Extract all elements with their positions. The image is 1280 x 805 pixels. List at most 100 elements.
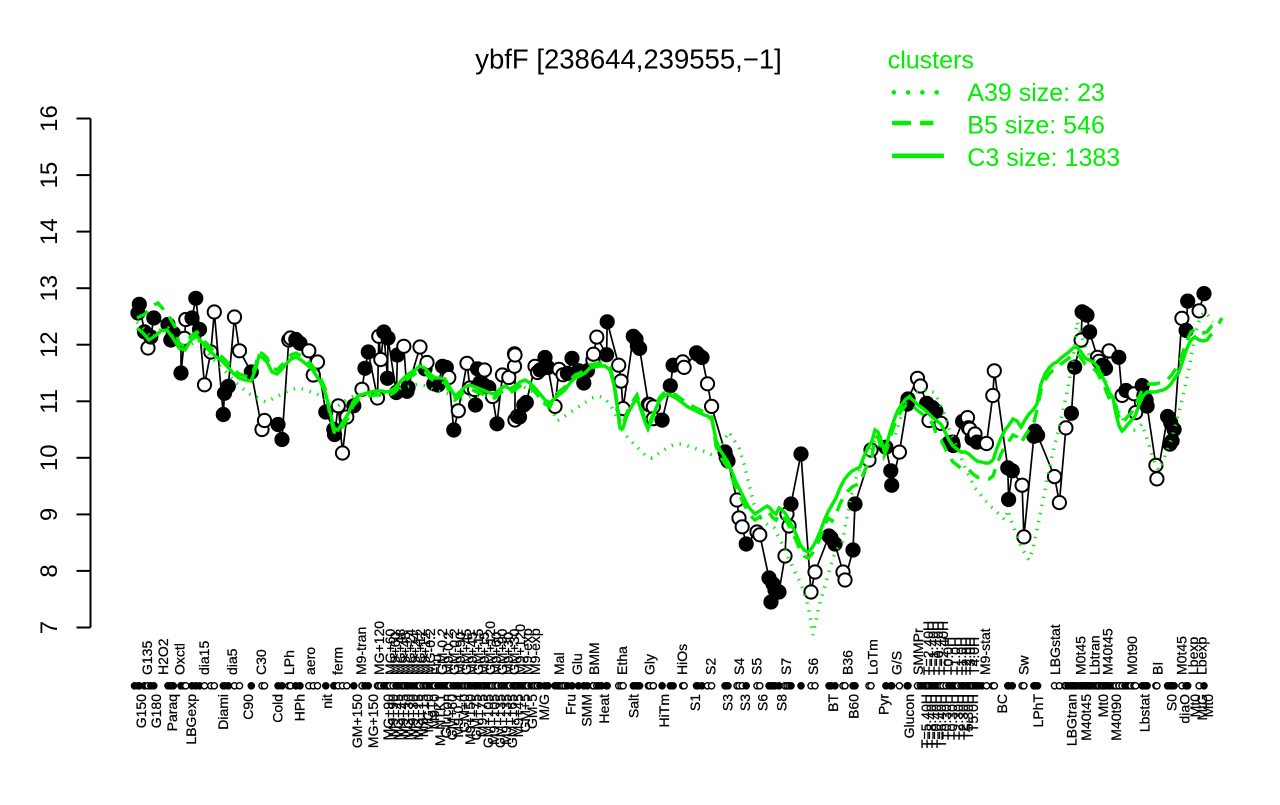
svg-text:S3: S3	[737, 694, 753, 711]
svg-text:Mal: Mal	[551, 652, 567, 675]
svg-text:B36: B36	[840, 650, 856, 675]
svg-text:Lbexp: Lbexp	[1185, 637, 1201, 675]
svg-text:Mt0: Mt0	[1200, 694, 1216, 718]
svg-text:Salt: Salt	[626, 694, 642, 718]
svg-text:Mt0: Mt0	[1095, 694, 1111, 718]
svg-text:14: 14	[36, 218, 63, 245]
svg-text:LBGexp: LBGexp	[183, 694, 199, 745]
svg-text:M9+12: M9+12	[417, 632, 433, 675]
svg-text:Lbexp: Lbexp	[1194, 637, 1210, 675]
svg-text:M9-tran: M9-tran	[353, 627, 369, 675]
svg-text:M9+45: M9+45	[395, 694, 411, 737]
svg-text:M9-stat: M9-stat	[977, 628, 993, 675]
svg-text:M9+120: M9+120	[512, 624, 528, 675]
svg-text:BC: BC	[994, 694, 1010, 713]
svg-text:C30: C30	[253, 649, 269, 675]
svg-text:Lbstat: Lbstat	[1137, 694, 1153, 732]
svg-text:MG+150: MG+150	[365, 694, 381, 748]
svg-text:Pyr: Pyr	[876, 694, 892, 715]
svg-text:12: 12	[36, 331, 63, 358]
svg-text:MG+15: MG+15	[410, 694, 426, 741]
svg-text:GM+45: GM+45	[458, 628, 474, 675]
svg-text:M9+45: M9+45	[510, 694, 526, 737]
svg-text:Mt0: Mt0	[1187, 694, 1203, 718]
svg-text:Lbtran: Lbtran	[1087, 635, 1103, 675]
svg-text:MG+24: MG+24	[402, 628, 418, 675]
svg-text:M9+60: M9+60	[488, 632, 504, 675]
svg-text:GM+150: GM+150	[349, 694, 365, 748]
svg-text:16: 16	[36, 105, 63, 132]
svg-text:M9+135: M9+135	[498, 694, 514, 745]
svg-text:T4.0H: T4.0H	[966, 637, 982, 675]
svg-text:LPhT: LPhT	[1030, 694, 1046, 728]
svg-text:7: 7	[36, 621, 63, 634]
svg-text:diaO: diaO	[1177, 694, 1193, 724]
svg-text:M/G: M/G	[536, 694, 552, 720]
svg-text:M9+90: M9+90	[452, 632, 468, 675]
svg-text:S2: S2	[703, 658, 719, 675]
svg-text:M9+75: M9+75	[474, 694, 490, 737]
svg-text:HPh: HPh	[292, 694, 308, 721]
svg-text:Glucon: Glucon	[901, 694, 917, 738]
svg-text:T=2.40H: T=2.40H	[920, 621, 936, 675]
svg-text:clusters: clusters	[888, 46, 974, 74]
svg-text:S1: S1	[687, 694, 703, 711]
svg-text:A39 size: 23: A39 size: 23	[967, 79, 1105, 107]
svg-text:M9+45: M9+45	[464, 632, 480, 675]
svg-text:GM-5: GM-5	[524, 694, 540, 729]
svg-text:M40t45: M40t45	[1078, 694, 1094, 741]
svg-text:H2O2: H2O2	[155, 638, 171, 675]
svg-text:M9+30: M9+30	[500, 632, 516, 675]
svg-text:MG+12: MG+12	[412, 628, 428, 675]
svg-text:Glu: Glu	[569, 653, 585, 675]
svg-text:T=1.40H: T=1.40H	[925, 621, 941, 675]
svg-text:SMMPr: SMMPr	[910, 628, 926, 675]
svg-text:T=2.40H: T=2.40H	[935, 621, 951, 675]
svg-text:T1.0H: T1.0H	[953, 637, 969, 675]
svg-text:ferm: ferm	[330, 647, 346, 675]
svg-text:MG+30: MG+30	[400, 694, 416, 741]
svg-text:HiTm: HiTm	[656, 694, 672, 727]
svg-text:Paraq: Paraq	[164, 694, 180, 731]
svg-text:GM+165: GM+165	[504, 694, 520, 748]
svg-text:MG+48: MG+48	[392, 628, 408, 675]
svg-text:T0.30H: T0.30H	[944, 694, 960, 740]
svg-text:LoTm: LoTm	[865, 639, 881, 675]
svg-text:M40t90: M40t90	[1108, 694, 1124, 741]
svg-text:15: 15	[36, 162, 63, 189]
svg-text:GM+5: GM+5	[517, 694, 533, 733]
svg-text:S0: S0	[1164, 694, 1180, 711]
svg-text:M9-0.2: M9-0.2	[440, 631, 456, 675]
svg-text:BI: BI	[1150, 662, 1166, 675]
svg-text:S5: S5	[749, 658, 765, 675]
svg-text:S4: S4	[731, 658, 747, 675]
svg-text:MtG: MtG	[1194, 694, 1210, 720]
svg-text:M0t45: M0t45	[1073, 636, 1089, 675]
svg-text:GM+30: GM+30	[506, 628, 522, 675]
svg-text:Fru: Fru	[563, 694, 579, 715]
svg-text:Gly: Gly	[642, 654, 658, 675]
svg-text:Sw: Sw	[1016, 655, 1032, 675]
svg-text:B5 size: 546: B5 size: 546	[967, 111, 1105, 139]
svg-text:GM+120: GM+120	[482, 621, 498, 675]
svg-text:dia5: dia5	[224, 648, 240, 675]
svg-text:MG+60: MG+60	[382, 628, 398, 675]
svg-text:Heat: Heat	[596, 694, 612, 724]
svg-text:T5.0H: T5.0H	[965, 694, 981, 732]
svg-text:MG+120: MG+120	[371, 621, 387, 675]
svg-text:M9+90: M9+90	[385, 694, 401, 737]
svg-text:G150: G150	[133, 694, 149, 728]
svg-text:GM-0.2: GM-0.2	[446, 628, 462, 675]
svg-text:T1.0H: T1.0H	[947, 637, 963, 675]
svg-text:BMM: BMM	[586, 642, 602, 675]
svg-text:Cold: Cold	[270, 694, 286, 723]
svg-text:M9+150: M9+150	[462, 694, 478, 745]
svg-text:BT: BT	[825, 694, 841, 712]
svg-text:LBGstat: LBGstat	[1047, 624, 1063, 675]
svg-text:T=0.40H: T=0.40H	[928, 694, 944, 748]
svg-text:G/S: G/S	[889, 651, 905, 675]
svg-text:M9+0: M9+0	[426, 694, 442, 730]
svg-text:T5.30H: T5.30H	[960, 694, 976, 740]
svg-text:M9+105: M9+105	[486, 694, 502, 745]
svg-text:M0t45: M0t45	[1174, 636, 1190, 675]
